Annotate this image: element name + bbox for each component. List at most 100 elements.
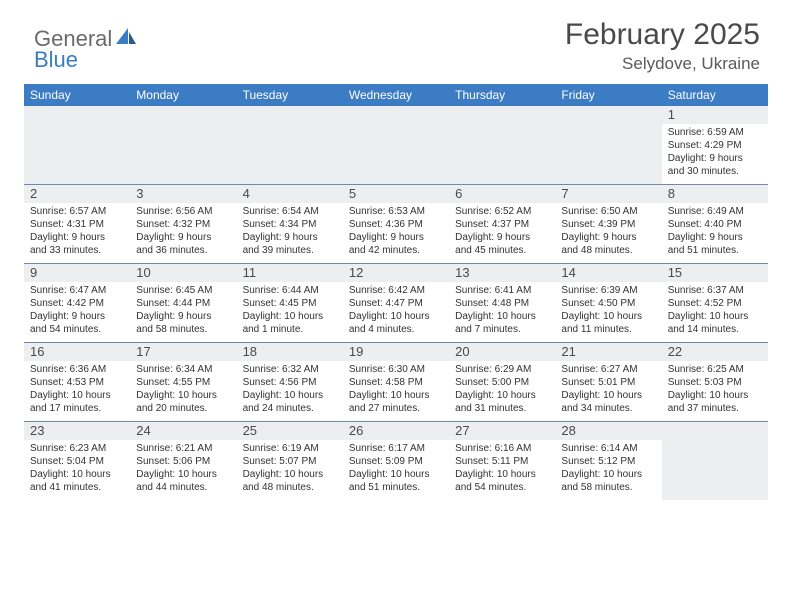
sunset-line: Sunset: 5:11 PM — [455, 455, 549, 468]
daylight-line: Daylight: 10 hours and 24 minutes. — [243, 389, 337, 415]
sunrise-line: Sunrise: 6:54 AM — [243, 205, 337, 218]
sunrise-line: Sunrise: 6:36 AM — [30, 363, 124, 376]
sunset-line: Sunset: 5:03 PM — [668, 376, 762, 389]
week-row: 1Sunrise: 6:59 AMSunset: 4:29 PMDaylight… — [24, 106, 768, 184]
day-cell: 26Sunrise: 6:17 AMSunset: 5:09 PMDayligh… — [343, 422, 449, 500]
sunrise-line: Sunrise: 6:56 AM — [136, 205, 230, 218]
sunrise-line: Sunrise: 6:42 AM — [349, 284, 443, 297]
day-number: 16 — [24, 343, 130, 361]
calendar-grid: SundayMondayTuesdayWednesdayThursdayFrid… — [24, 84, 768, 500]
calendar-page: General Blue February 2025 Selydove, Ukr… — [0, 0, 792, 510]
weekday-label: Tuesday — [237, 84, 343, 106]
daylight-line: Daylight: 10 hours and 17 minutes. — [30, 389, 124, 415]
daylight-line: Daylight: 10 hours and 1 minute. — [243, 310, 337, 336]
daylight-line: Daylight: 10 hours and 44 minutes. — [136, 468, 230, 494]
sunrise-line: Sunrise: 6:14 AM — [561, 442, 655, 455]
day-cell: 8Sunrise: 6:49 AMSunset: 4:40 PMDaylight… — [662, 185, 768, 263]
sunrise-line: Sunrise: 6:45 AM — [136, 284, 230, 297]
daylight-line: Daylight: 9 hours and 36 minutes. — [136, 231, 230, 257]
day-number: 22 — [662, 343, 768, 361]
sunrise-line: Sunrise: 6:21 AM — [136, 442, 230, 455]
day-number: 13 — [449, 264, 555, 282]
day-cell: 7Sunrise: 6:50 AMSunset: 4:39 PMDaylight… — [555, 185, 661, 263]
daylight-line: Daylight: 9 hours and 45 minutes. — [455, 231, 549, 257]
sunset-line: Sunset: 4:45 PM — [243, 297, 337, 310]
sunrise-line: Sunrise: 6:47 AM — [30, 284, 124, 297]
location-subtitle: Selydove, Ukraine — [565, 54, 760, 74]
day-cell: 5Sunrise: 6:53 AMSunset: 4:36 PMDaylight… — [343, 185, 449, 263]
page-header: General Blue February 2025 Selydove, Ukr… — [24, 18, 768, 74]
day-number: 26 — [343, 422, 449, 440]
sunset-line: Sunset: 4:48 PM — [455, 297, 549, 310]
daylight-line: Daylight: 10 hours and 4 minutes. — [349, 310, 443, 336]
sunrise-line: Sunrise: 6:25 AM — [668, 363, 762, 376]
weekday-label: Monday — [130, 84, 236, 106]
day-cell: 23Sunrise: 6:23 AMSunset: 5:04 PMDayligh… — [24, 422, 130, 500]
daylight-line: Daylight: 10 hours and 41 minutes. — [30, 468, 124, 494]
sunrise-line: Sunrise: 6:50 AM — [561, 205, 655, 218]
daylight-line: Daylight: 10 hours and 7 minutes. — [455, 310, 549, 336]
title-block: February 2025 Selydove, Ukraine — [565, 18, 768, 74]
day-number: 18 — [237, 343, 343, 361]
day-number: 10 — [130, 264, 236, 282]
sunset-line: Sunset: 5:09 PM — [349, 455, 443, 468]
sunset-line: Sunset: 4:58 PM — [349, 376, 443, 389]
daylight-line: Daylight: 10 hours and 11 minutes. — [561, 310, 655, 336]
sunrise-line: Sunrise: 6:57 AM — [30, 205, 124, 218]
sunset-line: Sunset: 5:12 PM — [561, 455, 655, 468]
sunset-line: Sunset: 4:56 PM — [243, 376, 337, 389]
day-cell: 27Sunrise: 6:16 AMSunset: 5:11 PMDayligh… — [449, 422, 555, 500]
sunrise-line: Sunrise: 6:52 AM — [455, 205, 549, 218]
sunset-line: Sunset: 5:07 PM — [243, 455, 337, 468]
sunset-line: Sunset: 4:34 PM — [243, 218, 337, 231]
sunrise-line: Sunrise: 6:27 AM — [561, 363, 655, 376]
sunrise-line: Sunrise: 6:30 AM — [349, 363, 443, 376]
weekday-label: Thursday — [449, 84, 555, 106]
sunset-line: Sunset: 4:32 PM — [136, 218, 230, 231]
daylight-line: Daylight: 9 hours and 54 minutes. — [30, 310, 124, 336]
day-number: 3 — [130, 185, 236, 203]
day-number: 23 — [24, 422, 130, 440]
sunset-line: Sunset: 5:01 PM — [561, 376, 655, 389]
daylight-line: Daylight: 9 hours and 51 minutes. — [668, 231, 762, 257]
sunset-line: Sunset: 4:40 PM — [668, 218, 762, 231]
sunrise-line: Sunrise: 6:16 AM — [455, 442, 549, 455]
day-cell: 20Sunrise: 6:29 AMSunset: 5:00 PMDayligh… — [449, 343, 555, 421]
daylight-line: Daylight: 10 hours and 14 minutes. — [668, 310, 762, 336]
sunrise-line: Sunrise: 6:29 AM — [455, 363, 549, 376]
daylight-line: Daylight: 9 hours and 39 minutes. — [243, 231, 337, 257]
sunset-line: Sunset: 4:29 PM — [668, 139, 762, 152]
empty-cell — [237, 106, 343, 184]
sunrise-line: Sunrise: 6:39 AM — [561, 284, 655, 297]
daylight-line: Daylight: 10 hours and 20 minutes. — [136, 389, 230, 415]
empty-cell — [343, 106, 449, 184]
empty-cell — [130, 106, 236, 184]
day-cell: 14Sunrise: 6:39 AMSunset: 4:50 PMDayligh… — [555, 264, 661, 342]
day-cell: 1Sunrise: 6:59 AMSunset: 4:29 PMDaylight… — [662, 106, 768, 184]
sunset-line: Sunset: 4:37 PM — [455, 218, 549, 231]
day-number: 15 — [662, 264, 768, 282]
day-number: 19 — [343, 343, 449, 361]
sunset-line: Sunset: 4:52 PM — [668, 297, 762, 310]
daylight-line: Daylight: 9 hours and 33 minutes. — [30, 231, 124, 257]
empty-cell — [555, 106, 661, 184]
day-cell: 16 Sunrise: 6:36 AMSunset: 4:53 PMDayligh… — [24, 343, 130, 421]
day-cell: 18Sunrise: 6:32 AMSunset: 4:56 PMDayligh… — [237, 343, 343, 421]
empty-cell — [449, 106, 555, 184]
brand-logo: General Blue — [24, 18, 138, 72]
day-number: 7 — [555, 185, 661, 203]
day-cell: 4Sunrise: 6:54 AMSunset: 4:34 PMDaylight… — [237, 185, 343, 263]
day-cell: 25Sunrise: 6:19 AMSunset: 5:07 PMDayligh… — [237, 422, 343, 500]
empty-cell — [662, 422, 768, 500]
day-cell: 22Sunrise: 6:25 AMSunset: 5:03 PMDayligh… — [662, 343, 768, 421]
day-cell: 6Sunrise: 6:52 AMSunset: 4:37 PMDaylight… — [449, 185, 555, 263]
day-cell: 17Sunrise: 6:34 AMSunset: 4:55 PMDayligh… — [130, 343, 236, 421]
weekday-label: Sunday — [24, 84, 130, 106]
sunset-line: Sunset: 4:53 PM — [30, 376, 124, 389]
daylight-line: Daylight: 10 hours and 34 minutes. — [561, 389, 655, 415]
brand-word2: Blue — [34, 47, 78, 72]
sunset-line: Sunset: 4:50 PM — [561, 297, 655, 310]
day-cell: 9Sunrise: 6:47 AMSunset: 4:42 PMDaylight… — [24, 264, 130, 342]
day-number: 5 — [343, 185, 449, 203]
day-cell: 10Sunrise: 6:45 AMSunset: 4:44 PMDayligh… — [130, 264, 236, 342]
